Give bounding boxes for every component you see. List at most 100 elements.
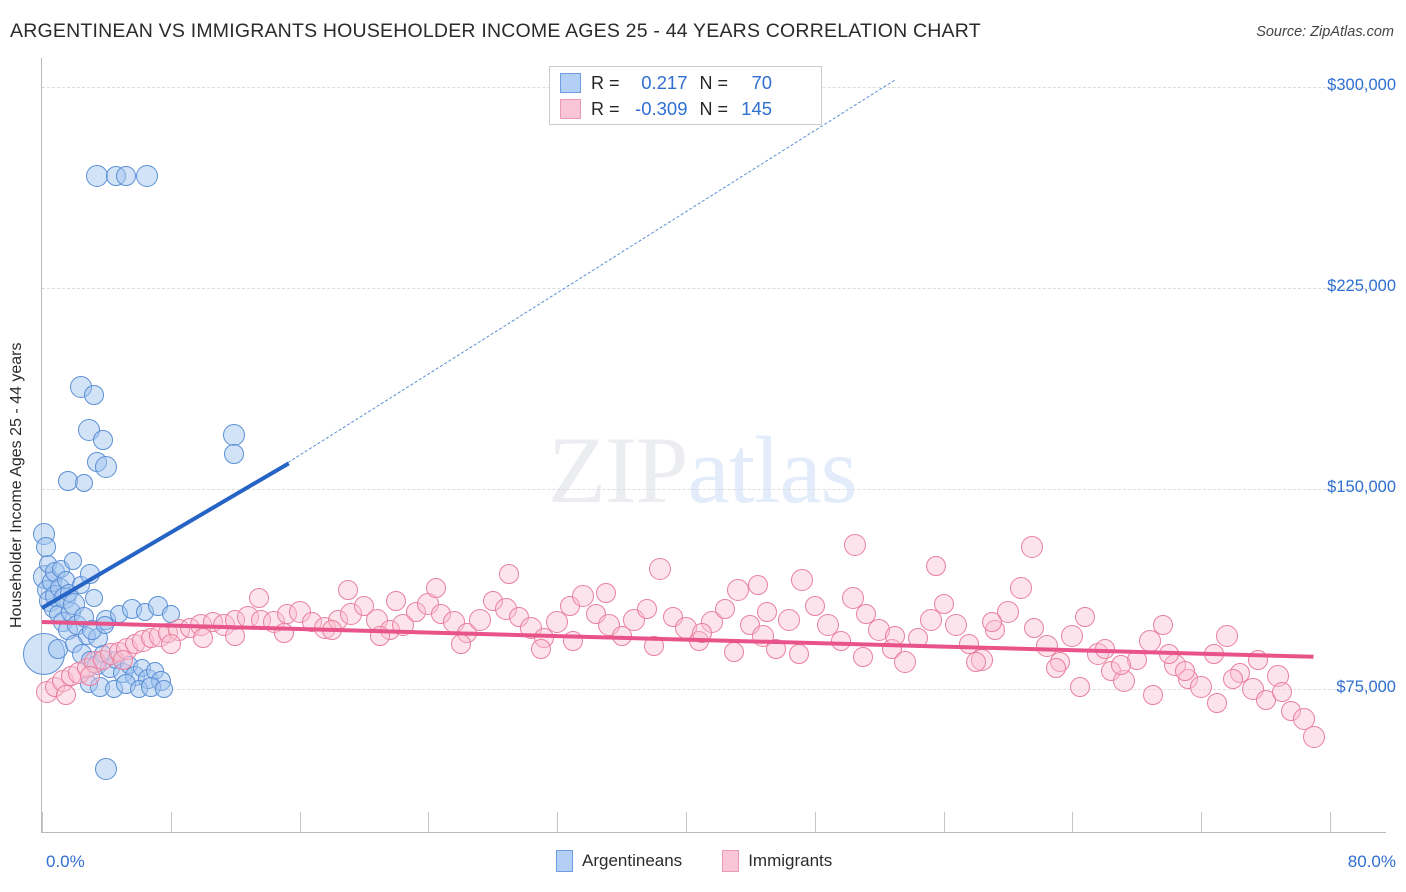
legend-r-key-argentineans: R =: [591, 72, 620, 93]
legend-n-key-immigrants: N =: [699, 98, 729, 119]
scatter-point: [391, 614, 414, 637]
x-axis-tick: [943, 812, 945, 832]
scatter-point: [223, 443, 244, 464]
scatter-point: [885, 625, 906, 646]
x-axis-tick: [1201, 812, 1203, 832]
scatter-point: [1223, 668, 1244, 689]
scatter-point: [160, 633, 181, 654]
scatter-point: [84, 589, 103, 608]
series-legend: Argentineans Immigrants: [556, 850, 832, 872]
scatter-point: [193, 628, 213, 649]
series-legend-label-argentineans: Argentineans: [582, 851, 683, 870]
scatter-point: [225, 625, 246, 646]
scatter-point: [83, 385, 104, 406]
y-axis-line: [41, 58, 42, 833]
scatter-point: [222, 424, 245, 447]
scatter-point: [249, 588, 270, 609]
scatter-point: [531, 639, 552, 660]
scatter-point: [370, 625, 391, 646]
x-axis-line: [41, 832, 1386, 833]
scatter-point: [856, 604, 877, 625]
x-axis-label-max: 80.0%: [1347, 852, 1396, 871]
series-legend-label-immigrants: Immigrants: [748, 851, 833, 870]
scatter-point: [853, 647, 874, 668]
legend-swatch-argentineans-icon: [560, 73, 581, 93]
scatter-point: [1204, 644, 1225, 665]
scatter-point: [816, 614, 839, 637]
scatter-point: [1021, 536, 1044, 559]
series-legend-swatch-immigrants-icon: [722, 850, 740, 872]
source-label: Source: ZipAtlas.com: [1256, 24, 1394, 40]
scatter-point: [468, 608, 491, 631]
scatter-point: [945, 614, 968, 637]
trendline: [288, 79, 896, 463]
scatter-point: [135, 164, 158, 187]
scatter-point: [1152, 615, 1173, 636]
y-axis-title: Householder Income Ages 25 - 44 years: [8, 342, 25, 629]
scatter-point: [1159, 644, 1179, 665]
gridline: [42, 288, 1386, 290]
scatter-point: [95, 758, 118, 781]
scatter-point: [788, 644, 809, 665]
scatter-point: [93, 430, 114, 451]
scatter-point: [1061, 624, 1084, 647]
page-title: ARGENTINEAN VS IMMIGRANTS HOUSEHOLDER IN…: [10, 20, 981, 42]
scatter-point: [726, 579, 749, 602]
scatter-point: [115, 165, 136, 186]
scatter-point: [919, 608, 942, 631]
scatter-point: [766, 639, 787, 660]
watermark-atlas: atlas: [687, 417, 858, 523]
scatter-point: [1075, 607, 1096, 628]
scatter-point: [80, 564, 101, 585]
scatter-point: [95, 456, 118, 479]
watermark-zip: ZIP: [548, 417, 688, 523]
scatter-point: [80, 665, 101, 686]
scatter-point: [95, 616, 114, 635]
scatter-point: [748, 574, 769, 595]
scatter-point: [1009, 576, 1032, 599]
scatter-point: [74, 474, 93, 493]
legend-r-value-immigrants: -0.309: [635, 98, 688, 119]
scatter-point: [649, 557, 672, 580]
scatter-point: [450, 633, 471, 654]
x-axis-tick: [557, 812, 559, 832]
legend-row-argentineans: R = 0.217 N = 70: [560, 70, 772, 96]
scatter-point: [1023, 617, 1044, 638]
scatter-point: [1175, 660, 1196, 681]
x-axis-tick: [42, 812, 43, 832]
scatter-point: [1215, 624, 1238, 647]
y-axis-tick-label: $75,000: [1336, 678, 1396, 697]
scatter-point: [637, 598, 658, 619]
series-legend-swatch-argentineans-icon: [556, 850, 573, 872]
scatter-point: [724, 641, 745, 662]
scatter-point: [1142, 684, 1163, 705]
scatter-point: [1271, 681, 1292, 702]
scatter-point: [907, 628, 928, 649]
scatter-point: [842, 587, 865, 610]
scatter-point: [1035, 635, 1058, 658]
x-axis-label-min: 0.0%: [46, 852, 85, 871]
x-axis-tick: [686, 812, 687, 832]
scatter-point: [804, 596, 825, 617]
scatter-point: [844, 533, 867, 556]
x-axis-tick: [1072, 812, 1074, 832]
gridline: [42, 689, 1386, 691]
x-axis-tick: [428, 812, 430, 832]
x-axis-tick: [170, 812, 172, 832]
scatter-point: [1138, 630, 1161, 653]
scatter-point: [386, 590, 407, 611]
scatter-point: [1070, 676, 1091, 697]
scatter-point: [112, 649, 133, 670]
scatter-point: [1207, 692, 1228, 713]
scatter-point: [56, 684, 77, 705]
scatter-point: [1094, 639, 1115, 660]
scatter-point: [1110, 655, 1131, 676]
scatter-point: [692, 623, 713, 644]
scatter-point: [997, 600, 1019, 623]
plot-area: [22, 58, 1330, 831]
legend-n-value-immigrants: 145: [741, 98, 773, 119]
x-axis-tick: [814, 812, 816, 832]
scatter-point: [273, 623, 294, 644]
scatter-point: [546, 611, 569, 634]
